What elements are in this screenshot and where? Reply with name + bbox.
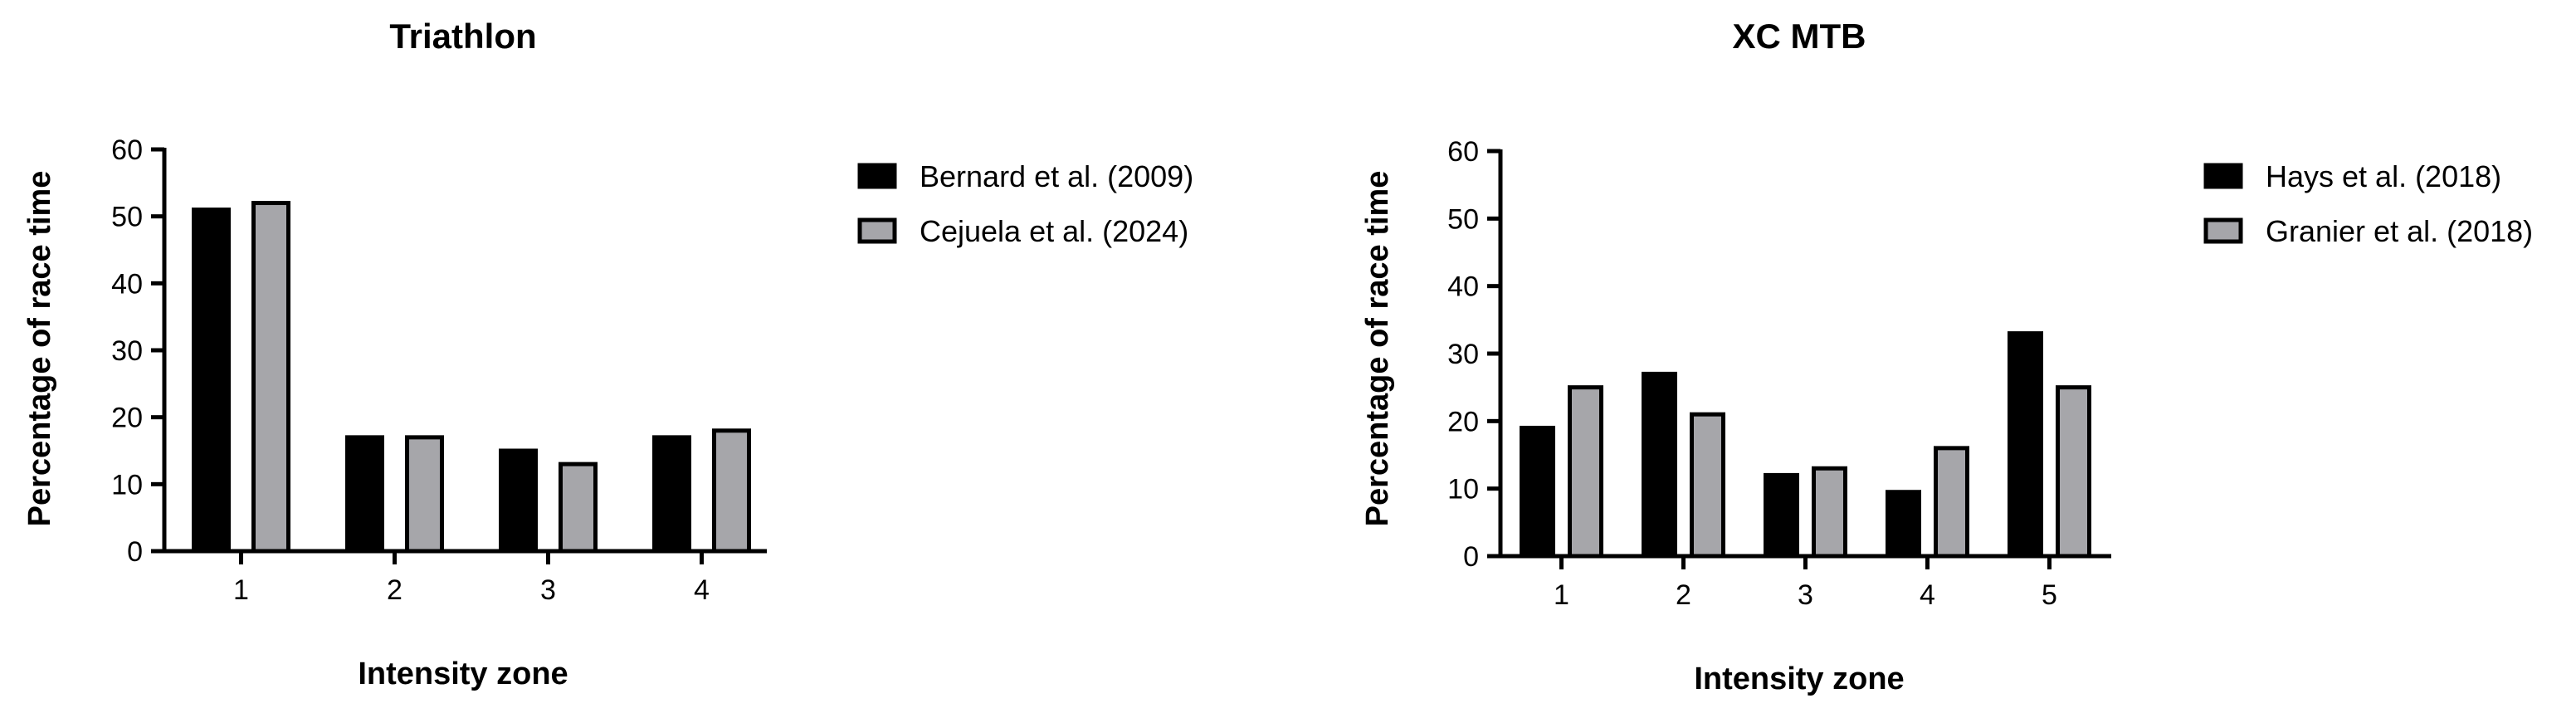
y-tick-label: 60 bbox=[111, 134, 143, 166]
x-tick-label: 1 bbox=[1554, 579, 1569, 611]
chart-title: Triathlon bbox=[389, 17, 536, 56]
y-tick-label: 10 bbox=[1447, 474, 1479, 505]
x-tick-label: 1 bbox=[233, 574, 249, 606]
x-tick-label: 4 bbox=[1920, 579, 1935, 611]
bar-3-series-1 bbox=[499, 448, 538, 554]
chart-xc-mtb: XC MTB Percentage of race time Intensity… bbox=[1360, 17, 2533, 696]
bar-4-series-1 bbox=[652, 435, 691, 554]
x-tick-label: 2 bbox=[387, 574, 402, 606]
legend: Bernard et al. (2009) Cejuela et al. (202… bbox=[857, 159, 1193, 248]
legend-label: Bernard et al. (2009) bbox=[920, 159, 1193, 193]
legend-swatch bbox=[2203, 163, 2243, 189]
y-tick-label: 50 bbox=[1447, 203, 1479, 235]
bar-5-series-2 bbox=[2056, 385, 2091, 559]
chart-title: XC MTB bbox=[1733, 17, 1866, 56]
y-tick-label: 0 bbox=[127, 536, 143, 568]
bar-4-series-2 bbox=[712, 428, 751, 554]
bar-2-series-1 bbox=[345, 435, 384, 554]
bar-4-series-2 bbox=[1934, 446, 1969, 559]
x-axis-title: Intensity zone bbox=[1694, 662, 1904, 696]
axes: 0 10 20 30 40 50 60 1 2 3 4 5 bbox=[1447, 136, 2111, 611]
x-axis-title: Intensity zone bbox=[358, 657, 568, 691]
y-tick-label: 50 bbox=[111, 202, 143, 233]
bar-1-series-1 bbox=[1520, 425, 1555, 559]
legend-swatch bbox=[857, 163, 897, 189]
legend-swatch bbox=[2203, 217, 2243, 244]
legend: Hays et al. (2018) Granier et al. (2018) bbox=[2203, 159, 2533, 248]
bar-3-series-1 bbox=[1764, 472, 1799, 559]
legend-swatch bbox=[857, 217, 897, 244]
chart-triathlon: Triathlon Percentage of race time Intens… bbox=[22, 17, 1193, 691]
y-axis-title: Percentage of race time bbox=[1360, 171, 1395, 527]
bar-1-series-2 bbox=[251, 201, 290, 554]
y-tick-label: 40 bbox=[111, 268, 143, 300]
x-tick-label: 2 bbox=[1676, 579, 1691, 611]
y-tick-label: 0 bbox=[1463, 541, 1479, 573]
y-tick-label: 30 bbox=[1447, 339, 1479, 370]
bar-1-series-1 bbox=[192, 208, 231, 554]
x-tick-label: 3 bbox=[540, 574, 556, 606]
axes: 0 10 20 30 40 50 60 1 2 3 4 bbox=[111, 134, 767, 606]
bar-2-series-2 bbox=[1690, 412, 1725, 559]
legend-label: Granier et al. (2018) bbox=[2266, 214, 2533, 248]
bar-1-series-2 bbox=[1568, 385, 1603, 559]
legend-label: Cejuela et al. (2024) bbox=[920, 214, 1188, 248]
legend-label: Hays et al. (2018) bbox=[2266, 159, 2501, 193]
bar-3-series-2 bbox=[1812, 466, 1847, 559]
y-tick-label: 40 bbox=[1447, 271, 1479, 303]
y-tick-label: 60 bbox=[1447, 136, 1479, 168]
y-tick-label: 20 bbox=[111, 403, 143, 434]
bar-5-series-1 bbox=[2008, 331, 2043, 559]
y-axis-title: Percentage of race time bbox=[22, 171, 57, 527]
y-tick-label: 20 bbox=[1447, 406, 1479, 437]
bars bbox=[192, 201, 751, 554]
bar-2-series-2 bbox=[405, 435, 444, 554]
bar-4-series-1 bbox=[1886, 490, 1921, 559]
y-tick-label: 30 bbox=[111, 335, 143, 367]
bar-3-series-2 bbox=[559, 461, 598, 554]
x-tick-label: 4 bbox=[694, 574, 710, 606]
bar-2-series-1 bbox=[1642, 371, 1677, 559]
y-tick-label: 10 bbox=[111, 469, 143, 501]
x-tick-label: 3 bbox=[1798, 579, 1813, 611]
bars bbox=[1520, 331, 2091, 559]
x-tick-label: 5 bbox=[2042, 579, 2057, 611]
